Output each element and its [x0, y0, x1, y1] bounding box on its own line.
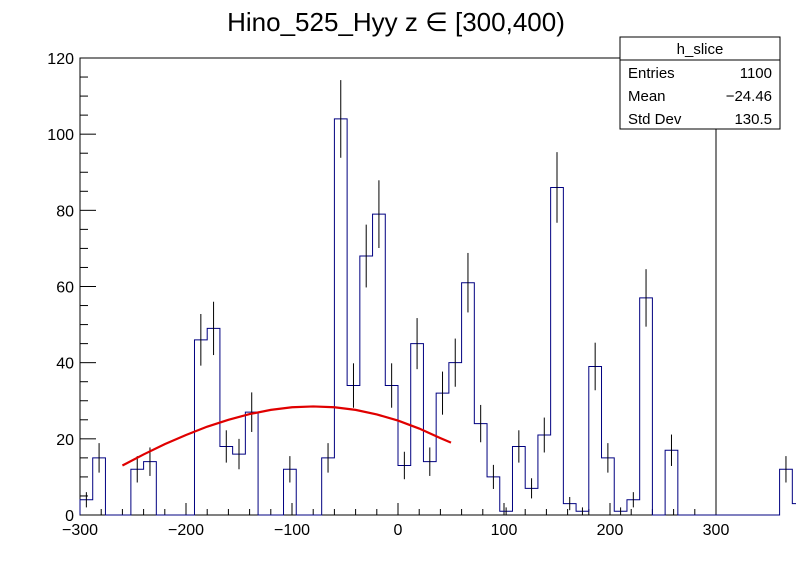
- stats-stddev-value: 130.5: [734, 111, 772, 128]
- axes-ticks: [79, 57, 717, 516]
- x-tick-label: 100: [491, 522, 518, 539]
- chart-title: Hino_525_Hyy z ∈ [300,400): [227, 7, 565, 37]
- stats-box-title: h_slice: [677, 41, 724, 58]
- x-tick-label: −300: [62, 522, 98, 539]
- x-tick-label: −100: [274, 522, 310, 539]
- stats-entries-label: Entries: [628, 65, 675, 82]
- x-tick-label: 200: [597, 522, 624, 539]
- y-tick-label: 0: [65, 508, 74, 525]
- y-tick-label: 20: [56, 432, 74, 449]
- x-tick-label: 300: [703, 522, 730, 539]
- fit-curve: [121, 405, 452, 467]
- stats-box-frame: [619, 36, 781, 130]
- y-tick-label: 120: [47, 51, 74, 68]
- y-tick-label: 100: [47, 127, 74, 144]
- histogram-outline: [79, 118, 796, 516]
- histogram-bins: [79, 118, 796, 516]
- fit-curve-group: [121, 405, 452, 467]
- y-tick-label: 40: [56, 356, 74, 373]
- y-tick-label: 60: [56, 280, 74, 297]
- x-tick-label: −200: [168, 522, 204, 539]
- x-axis-tick-labels: −300 −200 −100 0 100 200 300: [62, 522, 729, 539]
- stats-stddev-label: Std Dev: [628, 111, 682, 128]
- stats-entries-value: 1100: [740, 65, 772, 82]
- y-tick-label: 80: [56, 203, 74, 220]
- error-bars: [85, 80, 787, 515]
- stats-box: h_slice Entries 1100 Mean −24.46 Std Dev…: [619, 36, 781, 130]
- stats-mean-label: Mean: [628, 88, 666, 105]
- y-axis-tick-labels: 0 20 40 60 80 100 120: [47, 51, 74, 525]
- stats-mean-value: −24.46: [726, 88, 772, 105]
- x-tick-label: 0: [394, 522, 403, 539]
